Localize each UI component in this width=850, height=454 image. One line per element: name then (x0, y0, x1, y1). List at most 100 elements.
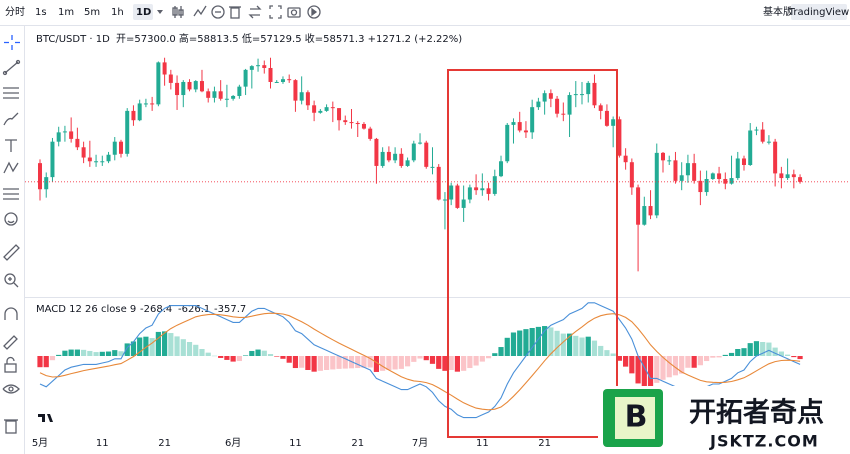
macd-histogram-bar (560, 333, 566, 356)
macd-histogram-bar (641, 356, 647, 387)
candle-body (94, 161, 99, 163)
candle-body (318, 110, 323, 113)
fib-tool[interactable] (3, 87, 19, 99)
interval-button[interactable]: 5m (84, 7, 100, 18)
candle-body (206, 91, 211, 98)
text-tool[interactable] (5, 139, 17, 152)
brush-tool[interactable] (3, 112, 19, 126)
magnet-tool[interactable] (4, 307, 18, 320)
macd-histogram-bar (591, 340, 598, 356)
trendline-tool[interactable] (2, 59, 21, 76)
candle-body (368, 128, 373, 139)
candle-body (56, 132, 61, 142)
candle-body (337, 108, 342, 121)
candle-body (143, 103, 148, 105)
basic-view-button[interactable]: 基本版 (763, 5, 793, 18)
x-tick-label: 11 (289, 438, 302, 449)
candle-body (193, 81, 198, 90)
candle-body (766, 141, 771, 143)
interval-button[interactable]: 分时 (5, 6, 25, 18)
visibility-tool[interactable] (2, 384, 20, 394)
candle-body (505, 124, 510, 162)
interval-button[interactable]: 1s (35, 7, 47, 18)
macd-histogram-bar (199, 349, 205, 356)
macd-histogram-bar (137, 337, 143, 356)
x-tick-label: 7月 (412, 437, 428, 449)
macd-histogram-bar (305, 356, 311, 370)
macd-histogram-bar (741, 348, 747, 356)
candle-body (636, 187, 641, 225)
tradingview-button-bg (791, 4, 847, 20)
candle-body (760, 129, 765, 142)
candle-body (343, 120, 348, 123)
screenshot-icon[interactable] (287, 7, 301, 18)
macd-histogram-bar (292, 356, 299, 369)
macd-histogram-bar (492, 353, 498, 356)
candle-body (243, 69, 248, 87)
measure-tool[interactable] (3, 244, 20, 261)
pattern-tool[interactable] (3, 161, 19, 174)
candle-body (729, 178, 734, 184)
active-interval-bg (133, 4, 153, 20)
interval-button[interactable]: 1m (58, 7, 74, 18)
candle-body (411, 143, 416, 161)
watermark-site: JSKTZ.COM (709, 432, 819, 451)
macd-histogram-bar (579, 337, 585, 356)
x-tick-label: 21 (351, 438, 364, 449)
x-tick-label: 11 (96, 438, 109, 449)
candle-body (580, 94, 585, 96)
macd-histogram-bar (118, 351, 124, 356)
macd-histogram-bar (666, 356, 672, 378)
candle-body (492, 176, 497, 194)
interval-button[interactable]: 1D (136, 7, 151, 18)
remove-tool[interactable] (4, 419, 18, 434)
macd-histogram-bar (404, 356, 411, 367)
macd-histogram-bar (753, 341, 760, 356)
macd-histogram-bar (548, 327, 554, 356)
ohlc-legend: 开=57300.0 高=58813.5 低=57129.5 收=58571.3 … (116, 32, 462, 45)
fullscreen-icon[interactable] (269, 5, 282, 19)
candle-body (405, 160, 410, 166)
macd-histogram-bar (317, 356, 323, 371)
macd-histogram-bar (735, 349, 741, 356)
macd-histogram-bar (778, 351, 784, 356)
macd-histogram-bar (672, 356, 679, 376)
swap-icon[interactable] (248, 5, 262, 19)
macd-histogram-bar (485, 356, 492, 359)
symbol-legend: BTC/USDT · 1D (36, 34, 110, 45)
icon-tool[interactable] (4, 212, 18, 226)
macd-histogram-bar (722, 354, 728, 356)
crosshair-tool[interactable] (4, 35, 20, 50)
delete-icon[interactable] (229, 6, 241, 19)
candle-body (112, 141, 117, 155)
compare-icon[interactable] (211, 5, 225, 19)
candle-body (418, 142, 423, 144)
tradingview-button[interactable]: TradingView (788, 7, 849, 18)
candle-body (710, 173, 715, 179)
candle-body (62, 131, 67, 133)
macd-histogram-bar (373, 356, 380, 372)
interval-button[interactable]: 1h (111, 7, 124, 18)
interval-dropdown[interactable] (157, 10, 163, 14)
lock-tool[interactable] (4, 356, 17, 373)
candle-body (150, 103, 155, 105)
macd-histogram-bar (610, 353, 616, 356)
x-tick-label: 11 (476, 438, 489, 449)
macd-histogram-bar (535, 326, 541, 356)
macd-histogram-bar (87, 350, 93, 356)
prediction-tool[interactable] (3, 188, 19, 200)
candle-body (137, 103, 142, 121)
x-tick-label: 5月 (32, 437, 48, 449)
drawing-mode-tool[interactable] (3, 335, 18, 350)
macd-histogram-bar (99, 351, 105, 356)
replay-icon[interactable] (307, 5, 321, 19)
candle-body (100, 161, 105, 163)
candle-body (530, 107, 535, 133)
macd-histogram-bar (654, 356, 660, 383)
candle-body (87, 157, 92, 162)
candles-icon[interactable] (172, 6, 184, 18)
macd-histogram-bar (81, 349, 87, 356)
indicators-icon[interactable] (193, 5, 207, 17)
zoom-tool[interactable] (4, 273, 19, 288)
candle-body (380, 151, 385, 166)
